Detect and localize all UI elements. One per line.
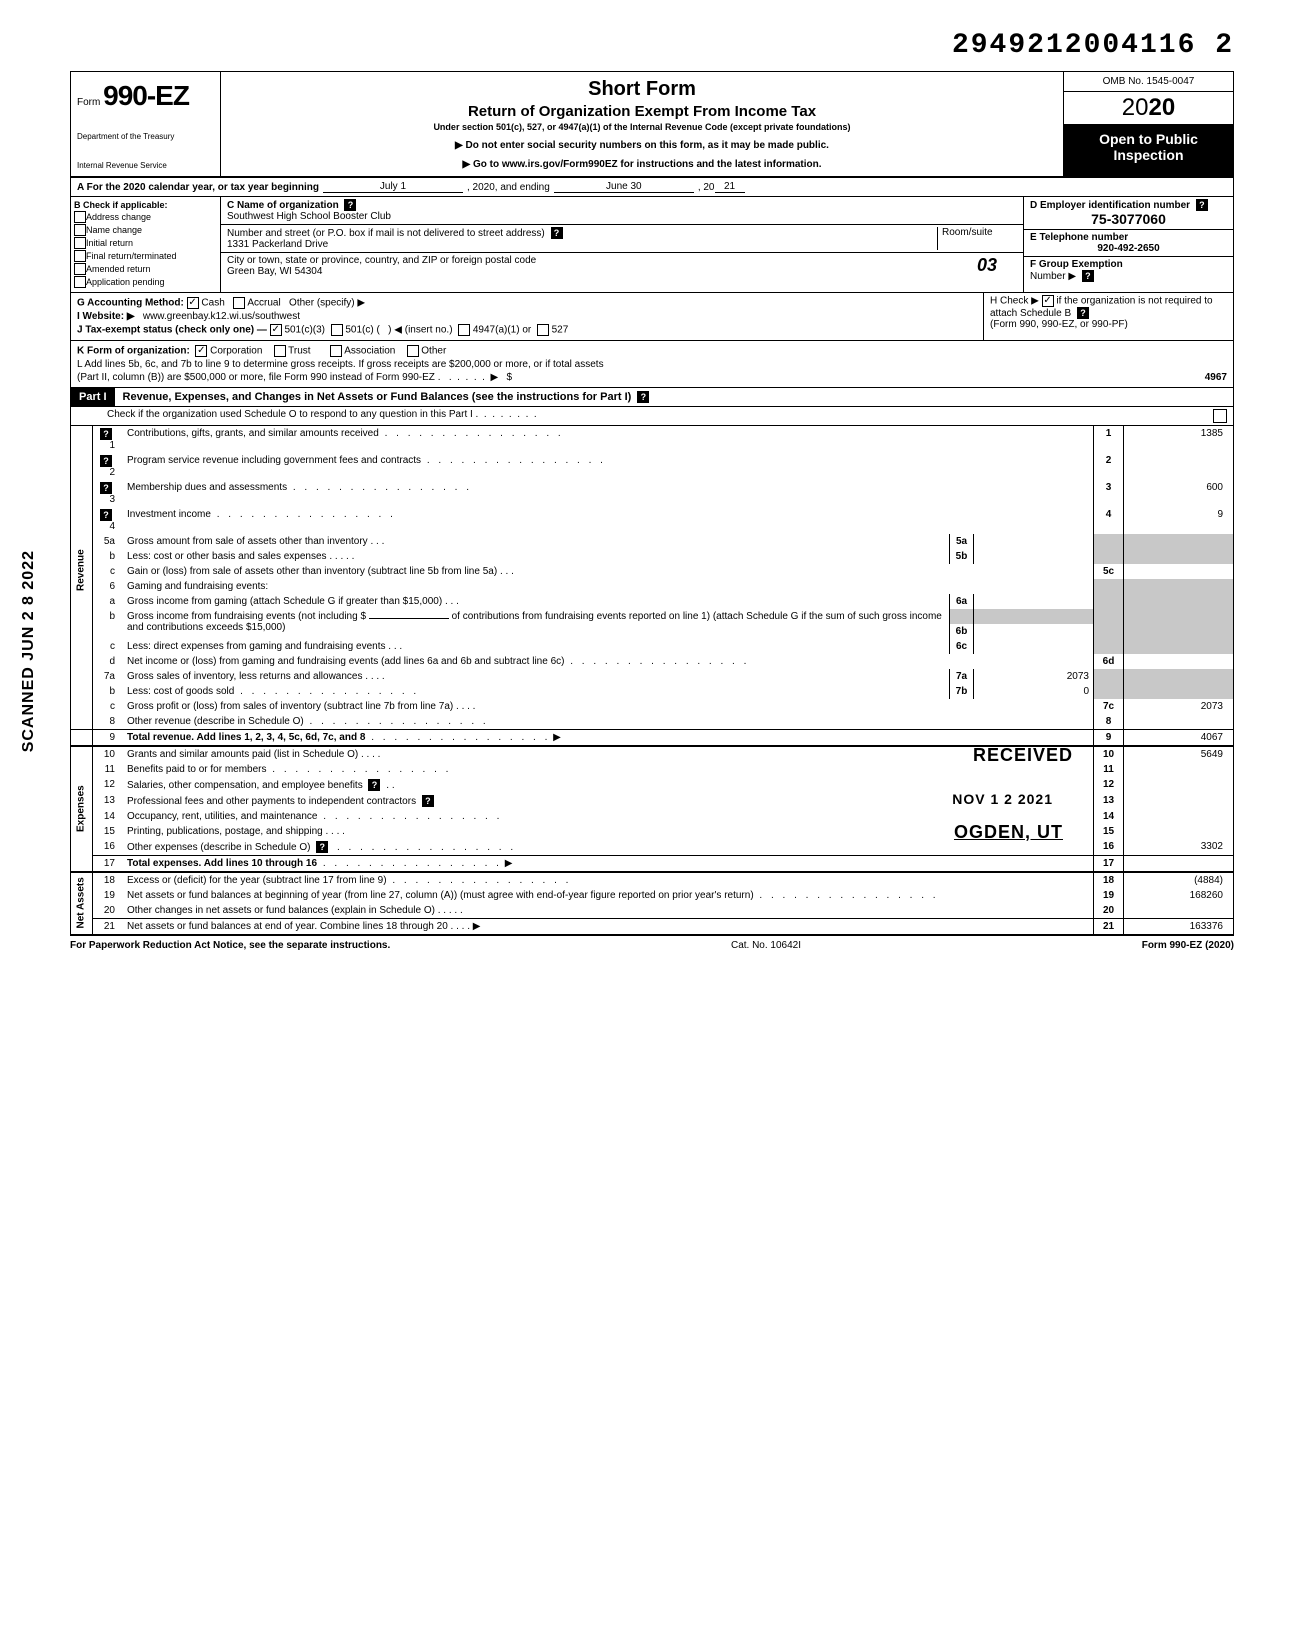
year-end-yr: 21 — [715, 181, 745, 193]
line-a-tax-year: A For the 2020 calendar year, or tax yea… — [70, 178, 1234, 197]
title-sub: Return of Organization Exempt From Incom… — [231, 103, 1053, 120]
amt-2 — [1124, 453, 1234, 480]
chk-cash[interactable] — [187, 297, 199, 309]
title-note2: ▶ Go to www.irs.gov/Form990EZ for instru… — [231, 159, 1053, 170]
col-b-checkboxes: B Check if applicable: Address change Na… — [71, 197, 221, 292]
help-icon: ? — [1077, 307, 1089, 319]
amt-3: 600 — [1124, 480, 1234, 507]
amt-21: 163376 — [1124, 919, 1234, 935]
amt-16: 3302 — [1124, 839, 1234, 856]
amt-5c — [1124, 564, 1234, 579]
dept-line1: Department of the Treasury — [77, 132, 214, 141]
chk-accrual[interactable] — [233, 297, 245, 309]
amt-4: 9 — [1124, 507, 1234, 534]
chk-schedule-o[interactable] — [1213, 409, 1227, 423]
chk-amended-return[interactable] — [74, 263, 86, 275]
footer-form: Form 990-EZ (2020) — [1142, 940, 1234, 951]
chk-association[interactable] — [330, 345, 342, 357]
chk-h[interactable] — [1042, 295, 1054, 307]
part1-table: Revenue ? 1 Contributions, gifts, grants… — [70, 426, 1234, 935]
chk-name-change[interactable] — [74, 224, 86, 236]
help-icon: ? — [1082, 270, 1094, 282]
phone: 920-492-2650 — [1030, 243, 1227, 254]
amt-9: 4067 — [1124, 730, 1234, 747]
scanned-stamp: SCANNED JUN 2 8 2022 — [20, 550, 38, 752]
title-note1: ▶ Do not enter social security numbers o… — [231, 140, 1053, 151]
revenue-label: Revenue — [71, 426, 93, 714]
chk-application-pending[interactable] — [74, 276, 86, 288]
section-kl: K Form of organization: Corporation Trus… — [70, 341, 1234, 388]
chk-corporation[interactable] — [195, 345, 207, 357]
tax-year: 2020 — [1064, 92, 1233, 125]
chk-initial-return[interactable] — [74, 237, 86, 249]
amt-7c: 2073 — [1124, 699, 1234, 714]
help-icon: ? — [1196, 199, 1208, 211]
amt-6d — [1124, 654, 1234, 669]
amt-7b: 0 — [974, 684, 1094, 699]
footer-left: For Paperwork Reduction Act Notice, see … — [70, 940, 390, 951]
title-under: Under section 501(c), 527, or 4947(a)(1)… — [231, 122, 1053, 132]
section-g-to-j: G Accounting Method: Cash Accrual Other … — [70, 293, 1234, 341]
chk-address-change[interactable] — [74, 211, 86, 223]
chk-527[interactable] — [537, 324, 549, 336]
form-prefix: Form — [77, 97, 100, 108]
help-icon: ? — [344, 199, 356, 211]
amt-10: 5649 — [1124, 746, 1234, 762]
ein: 75-3077060 — [1030, 211, 1227, 227]
dept-line2: Internal Revenue Service — [77, 161, 214, 170]
title-main: Short Form — [231, 78, 1053, 101]
section-bcd: B Check if applicable: Address change Na… — [70, 197, 1234, 293]
part1-check-o: Check if the organization used Schedule … — [70, 407, 1234, 426]
amt-1: 1385 — [1124, 426, 1234, 453]
page-footer: For Paperwork Reduction Act Notice, see … — [70, 935, 1234, 955]
footer-cat: Cat. No. 10642I — [731, 940, 801, 951]
amt-18: (4884) — [1124, 872, 1234, 888]
amt-7a: 2073 — [974, 669, 1094, 684]
ogden-stamp: OGDEN, UT — [954, 822, 1063, 843]
open-to-public: Open to Public Inspection — [1064, 125, 1233, 176]
chk-4947[interactable] — [458, 324, 470, 336]
help-icon: ? — [551, 227, 563, 239]
part1-header: Part I Revenue, Expenses, and Changes in… — [70, 388, 1234, 407]
chk-501c3[interactable] — [270, 324, 282, 336]
street-address: 1331 Packerland Drive — [227, 239, 328, 250]
document-id: 2949212004116 2 — [70, 30, 1234, 61]
net-assets-label: Net Assets — [71, 872, 93, 935]
chk-other[interactable] — [407, 345, 419, 357]
date-stamp: NOV 1 2 2021 — [952, 791, 1053, 807]
year-begin: July 1 — [323, 181, 463, 193]
help-icon: ? — [637, 391, 649, 403]
chk-trust[interactable] — [274, 345, 286, 357]
amt-19: 168260 — [1124, 888, 1234, 903]
form-number: 990-EZ — [103, 80, 189, 111]
chk-final-return[interactable] — [74, 250, 86, 262]
website: www.greenbay.k12.wi.us/southwest — [143, 311, 300, 322]
expenses-label: Expenses — [71, 746, 93, 872]
org-name: Southwest High School Booster Club — [227, 211, 391, 222]
received-stamp: RECEIVED — [973, 745, 1073, 766]
handwritten-03: 03 — [977, 255, 1017, 277]
chk-501c[interactable] — [331, 324, 343, 336]
year-end: June 30 — [554, 181, 694, 193]
city-state-zip: Green Bay, WI 54304 — [227, 266, 322, 277]
part1-tag: Part I — [71, 388, 115, 406]
line-l-amount: 4967 — [1205, 372, 1227, 383]
form-header: Form 990-EZ Department of the Treasury I… — [70, 71, 1234, 178]
omb-number: OMB No. 1545-0047 — [1064, 72, 1233, 92]
amt-8 — [1124, 714, 1234, 730]
